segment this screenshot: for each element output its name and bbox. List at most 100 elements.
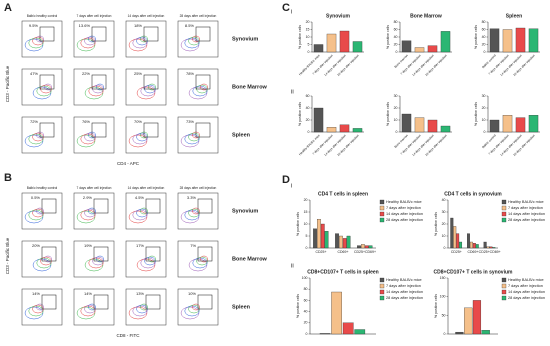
bar (368, 245, 373, 249)
bar (528, 28, 539, 53)
y-axis-label: % positive cells (434, 294, 438, 318)
bar (335, 233, 339, 249)
chart-title: CD4 T cells in synovium (444, 191, 502, 197)
bar (456, 233, 460, 249)
gate-percent: 76% (82, 119, 90, 124)
contour (184, 133, 200, 145)
gate-percent: 18% (134, 23, 142, 28)
contour (96, 255, 104, 263)
gate-percent: 2.9% (83, 195, 93, 200)
gate (91, 26, 107, 42)
y-tick-label: 60 (306, 94, 310, 98)
contour (88, 303, 96, 311)
gate (197, 294, 213, 310)
legend-swatch (379, 277, 385, 283)
gate-percent: 4.5% (135, 195, 145, 200)
y-tick-label: 80 (304, 287, 308, 291)
bar (339, 124, 350, 133)
bar (440, 125, 451, 133)
row-label: Spleen (232, 132, 251, 138)
bar (483, 241, 487, 249)
gate-percent: 73% (186, 119, 194, 124)
contour (28, 209, 44, 221)
y-axis-label: % positive cells (296, 294, 300, 318)
contour (180, 38, 200, 52)
gate (143, 26, 159, 42)
gate (145, 294, 161, 310)
bar (502, 29, 513, 53)
gate (39, 122, 55, 138)
bar (427, 119, 438, 133)
bar (455, 331, 464, 335)
contour (80, 209, 96, 221)
gate-percent: 78% (186, 71, 194, 76)
bar (450, 217, 454, 249)
contour (36, 85, 52, 97)
legend-label: Healthy BALB/c mice (386, 200, 422, 204)
column-header: Balb/c healthy control (27, 14, 58, 18)
legend-label: Healthy BALB/c mice (508, 200, 544, 204)
bar (354, 329, 366, 335)
y-tick-label: 30 (394, 94, 398, 98)
contour (24, 306, 44, 320)
contour (192, 85, 208, 97)
legend-swatch (379, 283, 385, 289)
bar (331, 291, 342, 335)
contour (188, 86, 208, 100)
gate-percent: 13.6% (79, 23, 91, 28)
gate-percent: 0.5% (31, 195, 41, 200)
gate-percent: 47% (30, 71, 38, 76)
y-axis-label: % positive cells (386, 102, 390, 126)
y-tick-label: 0 (306, 246, 308, 250)
gate-percent: 3.3% (187, 195, 197, 200)
gate-percent: 10% (188, 291, 196, 296)
contour (140, 303, 148, 311)
contour (128, 210, 148, 224)
column-header: Balb/c healthy control (27, 186, 58, 190)
contour (28, 133, 44, 145)
contour (128, 306, 148, 320)
contour (132, 305, 148, 317)
gate-percent: 20% (32, 243, 40, 248)
contour (28, 305, 44, 317)
y-tick-label: 0 (308, 130, 310, 134)
contour (180, 306, 200, 320)
gate-percent: 17% (136, 243, 144, 248)
y-axis-label: % positive cells (298, 102, 302, 126)
y-tick-label: 0 (484, 50, 486, 54)
y-tick-label: 20 (306, 118, 310, 122)
legend-swatch (501, 289, 507, 295)
contour (140, 85, 156, 97)
y-tick-label: 40 (394, 35, 398, 39)
column-header: 14 days after cell injection (128, 186, 165, 190)
bar (364, 245, 369, 249)
axis-label: CD4 - APC (117, 161, 140, 166)
column-header: 28 days after cell injection (180, 186, 217, 190)
contour (88, 257, 104, 269)
legend-swatch (379, 211, 385, 217)
y-tick-label: 40 (482, 35, 486, 39)
y-axis-label: % positive cells (298, 25, 302, 49)
bar (489, 246, 493, 249)
contour (76, 306, 96, 320)
bar (467, 233, 470, 249)
bar (352, 128, 363, 133)
y-tick-label: 0 (484, 130, 486, 134)
contour (140, 257, 156, 269)
bar (440, 31, 451, 53)
legend-label: 14 days after injection (386, 212, 423, 216)
bar (320, 223, 325, 249)
gate (91, 74, 107, 90)
bar (414, 47, 425, 53)
contour (96, 83, 104, 91)
y-axis-label: % positive cells (434, 212, 438, 236)
contour (200, 83, 208, 91)
contour (192, 257, 208, 269)
axis-label: CD3 - Pacific Blue (5, 237, 10, 274)
legend-label: Healthy BALB/c mice (508, 278, 544, 282)
contour (76, 134, 96, 148)
contour (132, 37, 148, 49)
legend-swatch (379, 295, 385, 301)
y-tick-label: 15 (304, 210, 308, 214)
contour (76, 210, 96, 224)
